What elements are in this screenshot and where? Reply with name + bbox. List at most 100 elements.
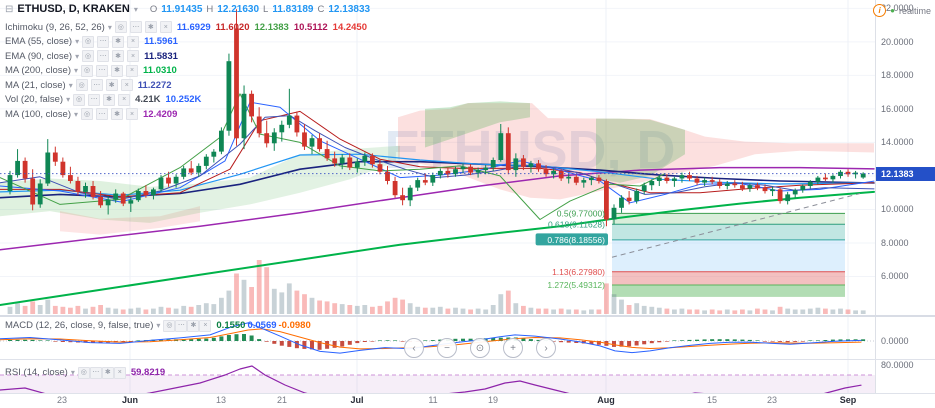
macd-value: -0.0980 [278, 319, 311, 331]
fib-label-badge [535, 233, 608, 246]
time-axis-label: 23 [766, 395, 778, 405]
more-icon[interactable]: ⋯ [96, 64, 109, 77]
settings-icon[interactable]: ✱ [101, 366, 114, 379]
eye-icon[interactable]: ◎ [75, 79, 88, 91]
collapse-pane-icon[interactable]: ⊟ [5, 3, 14, 15]
indicator-value: 11.5961 [144, 36, 178, 47]
price-axis-label: 20.0000 [881, 36, 914, 47]
zoom-out-button[interactable]: − [437, 338, 457, 358]
indicator-value: 11.0310 [143, 65, 177, 76]
close-icon[interactable]: × [127, 35, 140, 48]
price-axis-label: 8.0000 [881, 237, 909, 248]
more-icon[interactable]: ⋯ [129, 21, 142, 33]
indicator-caret-icon[interactable]: ▾ [74, 66, 79, 75]
settings-icon[interactable]: ✱ [187, 319, 200, 332]
indicator-row: Vol (20, false) ▾ ◎ ⋯ ✱ × 4.21K 10.252K [5, 93, 202, 106]
macd-legend: MACD (12, 26, close, 9, false, true) ▾ ◎… [5, 319, 311, 332]
time-axis-label: Sep [839, 395, 857, 405]
fib-band [612, 271, 845, 285]
indicator-row: MA (21, close) ▾ ◎ ⋯ ✱ × 11.2272 [5, 79, 172, 91]
time-axis-label: 19 [487, 395, 499, 405]
settings-icon[interactable]: ✱ [111, 108, 124, 120]
eye-icon[interactable]: ◎ [77, 366, 90, 379]
eye-icon[interactable]: ◎ [82, 50, 95, 62]
ichimoku-cloud [425, 101, 530, 148]
indicator-value: 10.252K [165, 94, 202, 105]
close-icon[interactable]: × [120, 79, 133, 91]
ohlc-key: O [149, 3, 158, 15]
more-icon[interactable]: ⋯ [97, 50, 110, 62]
settings-icon[interactable]: ✱ [112, 50, 125, 62]
time-axis-label: 21 [276, 395, 288, 405]
close-icon[interactable]: × [113, 366, 126, 379]
close-icon[interactable]: × [127, 50, 140, 62]
time-axis-label: Jul [350, 395, 364, 405]
indicator-caret-icon[interactable]: ▾ [74, 109, 79, 119]
settings-icon[interactable]: ✱ [111, 64, 124, 77]
reset-view-button[interactable]: ⊙ [470, 338, 490, 358]
indicator-label: Vol (20, false) [5, 94, 64, 105]
pane-separator-rsi-axis [0, 393, 935, 394]
price-axis[interactable]: 22.000020.000018.000016.000014.000012.00… [875, 0, 935, 408]
indicator-value: 14.2450 [332, 21, 367, 33]
time-axis[interactable]: 23 Jun 13 21 Jul 11 19 Aug 15 23 Sep [0, 394, 935, 408]
pane-separator-macd-rsi[interactable] [0, 359, 935, 360]
symbol-title[interactable]: ETHUSD, D, KRAKEN [17, 3, 130, 15]
rsi-axis-label: 80.0000 [881, 360, 914, 370]
settings-icon[interactable]: ✱ [105, 79, 118, 91]
price-axis-label: 6.0000 [881, 271, 909, 282]
more-icon[interactable]: ⋯ [90, 79, 103, 91]
eye-icon[interactable]: ◎ [82, 35, 95, 48]
indicator-caret-icon[interactable]: ▾ [75, 37, 80, 46]
macd-caret-icon[interactable]: ▾ [156, 320, 161, 330]
more-icon[interactable]: ⋯ [97, 35, 110, 48]
scroll-left-button[interactable]: ‹ [404, 338, 424, 358]
indicator-caret-icon[interactable]: ▾ [68, 80, 73, 90]
indicator-caret-icon[interactable]: ▾ [66, 95, 71, 104]
ohlc-value: 12.13833 [328, 3, 371, 15]
indicator-row: EMA (55, close) ▾ ◎ ⋯ ✱ × 11.5961 [5, 35, 178, 48]
indicator-caret-icon[interactable]: ▾ [107, 22, 112, 32]
more-icon[interactable]: ⋯ [88, 93, 101, 106]
settings-icon[interactable]: ✱ [144, 21, 157, 33]
pane-separator-main-macd[interactable] [0, 315, 935, 317]
more-icon[interactable]: ⋯ [175, 319, 188, 332]
indicator-value: 12.4209 [143, 108, 178, 120]
ohlc-value: 11.83189 [272, 3, 314, 15]
indicator-label: Ichimoku (9, 26, 52, 26) [5, 21, 105, 33]
settings-icon[interactable]: ✱ [103, 93, 116, 106]
time-axis-label: 13 [215, 395, 227, 405]
eye-icon[interactable]: ◎ [114, 21, 127, 33]
ohlc-key: C [317, 3, 325, 15]
time-axis-label: Jun [121, 395, 139, 405]
more-icon[interactable]: ⋯ [89, 366, 102, 379]
rsi-legend: RSI (14, close) ▾ ◎ ⋯ ✱ × 59.8219 [5, 366, 165, 379]
close-icon[interactable]: × [126, 108, 139, 120]
macd-values: 0.1550 0.0569 -0.0980 [214, 320, 310, 331]
close-icon[interactable]: × [118, 93, 131, 106]
rsi-pane [0, 365, 875, 393]
info-icon[interactable]: i [873, 4, 887, 17]
eye-icon[interactable]: ◎ [163, 319, 176, 332]
price-axis-label: 22.0000 [881, 3, 914, 14]
close-icon[interactable]: × [199, 319, 212, 332]
fib-label: 1.272(5.49312) [547, 280, 605, 290]
main-pane: 0.5(9.77000)0.618(9.11628) 0.786(8.18556)… [0, 9, 875, 314]
more-icon[interactable]: ⋯ [96, 108, 109, 120]
macd-axis-label: 0.0000 [881, 336, 909, 346]
rsi-values: 59.8219 [129, 367, 165, 378]
zoom-in-button[interactable]: + [503, 338, 523, 358]
close-icon[interactable]: × [126, 64, 139, 77]
eye-icon[interactable]: ◎ [73, 93, 86, 106]
symbol-caret-icon[interactable]: ▾ [133, 4, 138, 14]
close-icon[interactable]: × [159, 21, 172, 33]
settings-icon[interactable]: ✱ [112, 35, 125, 48]
rsi-caret-icon[interactable]: ▾ [70, 367, 75, 377]
eye-icon[interactable]: ◎ [81, 64, 94, 77]
scroll-right-button[interactable]: › [536, 338, 556, 358]
indicator-caret-icon[interactable]: ▾ [75, 51, 80, 61]
eye-icon[interactable]: ◎ [81, 108, 94, 120]
ohlc-value: 12.21630 [217, 3, 260, 15]
